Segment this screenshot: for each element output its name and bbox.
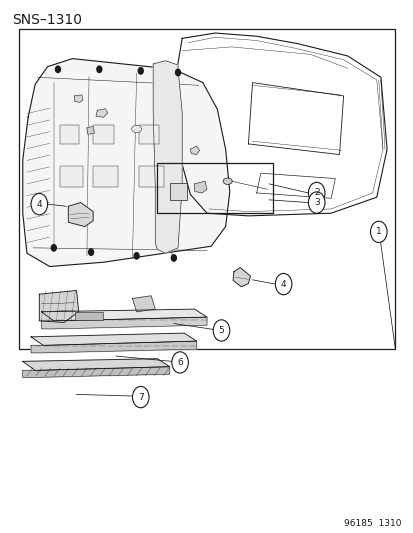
Bar [157,163,273,213]
Circle shape [213,320,229,341]
Polygon shape [190,146,199,155]
Circle shape [88,249,93,255]
Polygon shape [31,341,196,353]
Circle shape [171,255,176,261]
Polygon shape [23,359,169,370]
Circle shape [171,352,188,373]
Text: 6: 6 [177,358,183,367]
Bar [169,183,187,200]
Circle shape [370,221,386,243]
Bar [93,125,114,144]
Polygon shape [194,181,206,193]
Circle shape [55,66,60,72]
Circle shape [138,68,143,74]
Bar [60,166,83,187]
Bar [19,29,394,349]
Text: 96185  1310: 96185 1310 [343,519,401,528]
Ellipse shape [131,125,141,133]
Text: 3: 3 [313,198,319,207]
Bar [138,125,159,144]
Circle shape [132,386,149,408]
Circle shape [308,192,324,213]
Polygon shape [41,309,207,321]
Text: 4: 4 [36,200,42,208]
Text: 2: 2 [313,189,319,197]
Polygon shape [68,203,93,227]
Polygon shape [132,296,155,312]
Polygon shape [23,59,229,266]
Polygon shape [39,290,78,322]
Bar [74,312,103,320]
Polygon shape [87,126,94,134]
Bar [138,166,163,187]
Polygon shape [233,268,250,287]
Polygon shape [31,333,196,345]
Polygon shape [96,109,107,117]
Circle shape [31,193,47,215]
Text: 5: 5 [218,326,224,335]
Circle shape [97,66,102,72]
Text: 1: 1 [375,228,381,236]
Bar [60,125,78,144]
Polygon shape [74,95,83,102]
Polygon shape [153,61,182,253]
Circle shape [134,253,139,259]
Circle shape [175,69,180,76]
Text: SNS–1310: SNS–1310 [12,13,82,27]
Circle shape [275,273,291,295]
Polygon shape [41,317,207,329]
Text: 7: 7 [138,393,143,401]
Text: 4: 4 [280,280,286,288]
Circle shape [51,245,56,251]
Circle shape [308,182,324,204]
Ellipse shape [223,178,232,184]
Bar [93,166,118,187]
Polygon shape [23,367,169,377]
